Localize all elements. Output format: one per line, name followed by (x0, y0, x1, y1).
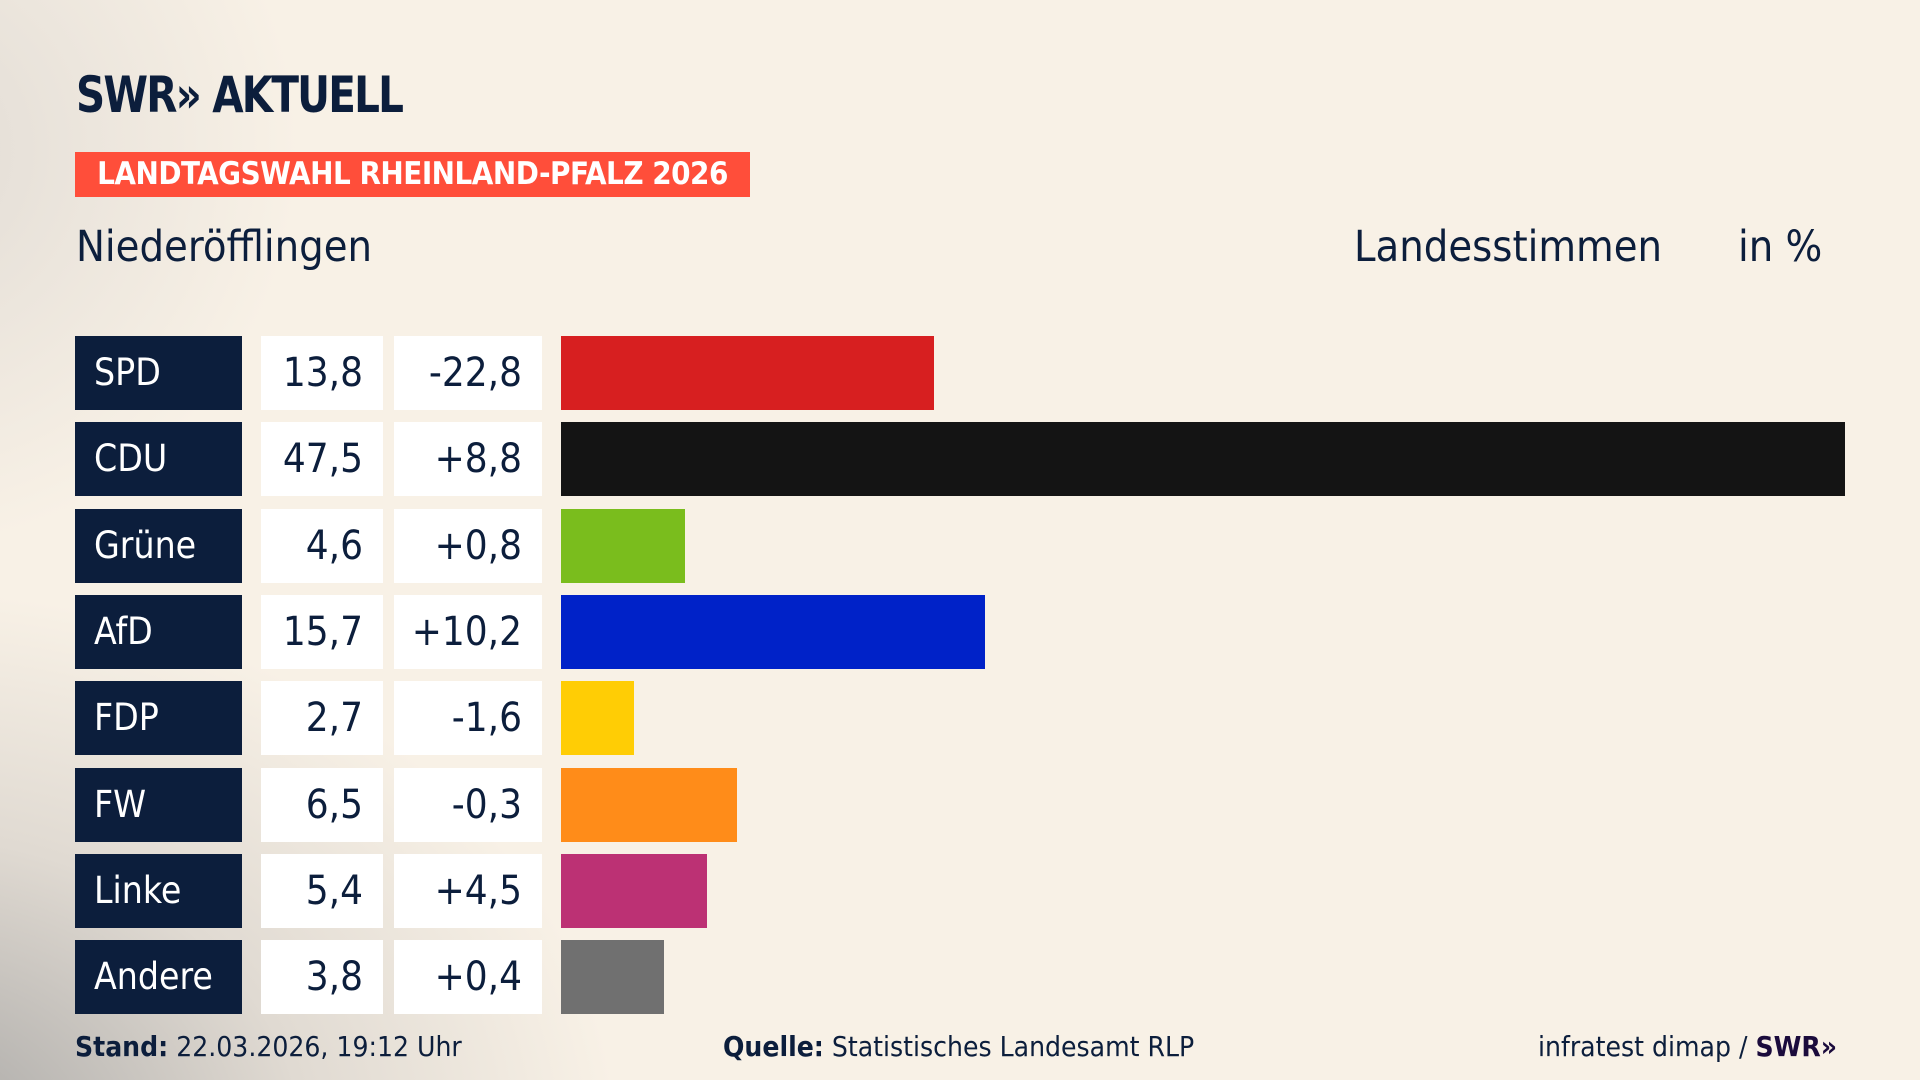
change-label: +4,5 (394, 853, 542, 928)
value-label: 13,8 (261, 336, 383, 410)
election-banner: LANDTAGSWAHL RHEINLAND-PFALZ 2026 (75, 152, 750, 197)
value-label: 6,5 (261, 767, 383, 842)
value-label: 3,8 (261, 940, 383, 1015)
bar-fdp (561, 681, 634, 756)
bar-fw (561, 767, 737, 842)
party-label: SPD (75, 336, 242, 410)
source-value: Statistisches Landesamt RLP (831, 1030, 1195, 1063)
swr-logo: SWR» (1755, 1030, 1838, 1063)
party-label: Linke (75, 853, 242, 928)
source-label: Quelle: (723, 1030, 824, 1063)
change-label: -22,8 (394, 336, 542, 410)
unit-label: in % (1738, 222, 1823, 272)
place-title: Niederöfflingen (76, 222, 373, 272)
value-label: 47,5 (261, 422, 383, 497)
value-label: 2,7 (261, 681, 383, 756)
credit: infratest dimap / SWR» (1538, 1030, 1837, 1063)
party-label: FW (75, 767, 242, 842)
stand-label: Stand: (75, 1030, 169, 1063)
vote-type-label: Landesstimmen (1354, 222, 1663, 272)
change-label: +0,8 (394, 508, 542, 583)
value-label: 4,6 (261, 508, 383, 583)
change-label: -1,6 (394, 681, 542, 756)
swr-aktuell-logo: SWR» AKTUELL (76, 66, 404, 124)
party-label: Grüne (75, 508, 242, 583)
change-label: +0,4 (394, 940, 542, 1015)
party-label: Andere (75, 940, 242, 1015)
change-label: -0,3 (394, 767, 542, 842)
credit-text: infratest dimap / (1538, 1030, 1748, 1063)
bar-andere (561, 940, 664, 1015)
party-label: CDU (75, 422, 242, 497)
bar-grüne (561, 508, 686, 583)
bar-linke (561, 853, 707, 928)
change-label: +8,8 (394, 422, 542, 497)
change-label: +10,2 (394, 594, 542, 669)
party-label: AfD (75, 594, 242, 669)
timestamp: Stand: 22.03.2026, 19:12 Uhr (75, 1030, 462, 1063)
value-label: 5,4 (261, 853, 383, 928)
value-label: 15,7 (261, 594, 383, 669)
source: Quelle: Statistisches Landesamt RLP (723, 1030, 1194, 1063)
bar-afd (561, 594, 986, 669)
stand-value: 22.03.2026, 19:12 Uhr (176, 1030, 462, 1063)
bar-cdu (561, 422, 1845, 497)
party-label: FDP (75, 681, 242, 756)
bar-spd (561, 336, 935, 410)
